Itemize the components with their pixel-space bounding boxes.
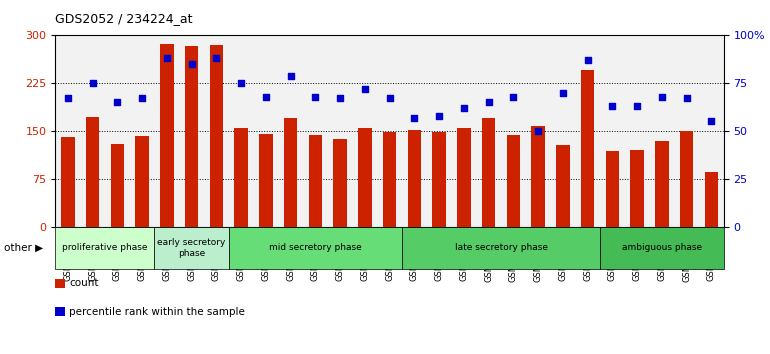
- Point: [433, 113, 445, 119]
- Bar: [85, 117, 99, 227]
- Text: early secretory
phase: early secretory phase: [157, 238, 226, 257]
- Point: [631, 103, 643, 109]
- Point: [86, 80, 99, 86]
- Bar: [55, 227, 155, 269]
- Bar: [229, 227, 402, 269]
- Bar: [383, 132, 397, 227]
- Text: GDS2052 / 234224_at: GDS2052 / 234224_at: [55, 12, 193, 25]
- Bar: [155, 227, 229, 269]
- Text: late secretory phase: late secretory phase: [454, 243, 547, 252]
- Point: [581, 57, 594, 63]
- Text: other ▶: other ▶: [4, 243, 43, 253]
- Point: [186, 61, 198, 67]
- Point: [681, 96, 693, 101]
- Bar: [655, 141, 668, 227]
- Text: count: count: [69, 278, 99, 288]
- Bar: [457, 128, 470, 227]
- Point: [310, 94, 322, 99]
- Bar: [358, 128, 372, 227]
- Bar: [234, 128, 248, 227]
- Bar: [284, 118, 297, 227]
- Text: ambiguous phase: ambiguous phase: [622, 243, 702, 252]
- Point: [705, 119, 718, 124]
- Bar: [631, 150, 644, 227]
- Text: percentile rank within the sample: percentile rank within the sample: [69, 307, 245, 316]
- Point: [606, 103, 618, 109]
- Bar: [531, 126, 545, 227]
- Bar: [309, 136, 322, 227]
- Point: [210, 56, 223, 61]
- Text: mid secretory phase: mid secretory phase: [269, 243, 362, 252]
- Bar: [507, 136, 521, 227]
- Point: [136, 96, 149, 101]
- Bar: [680, 131, 694, 227]
- Point: [235, 80, 247, 86]
- Bar: [185, 46, 199, 227]
- Bar: [333, 139, 347, 227]
- Text: proliferative phase: proliferative phase: [62, 243, 148, 252]
- Point: [408, 115, 420, 120]
- Point: [483, 99, 495, 105]
- Bar: [407, 130, 421, 227]
- Bar: [61, 137, 75, 227]
- Point: [457, 105, 470, 111]
- Bar: [556, 145, 570, 227]
- Bar: [581, 70, 594, 227]
- Bar: [432, 132, 446, 227]
- Point: [383, 96, 396, 101]
- Point: [656, 94, 668, 99]
- Point: [334, 96, 346, 101]
- Bar: [482, 118, 495, 227]
- Point: [284, 73, 296, 78]
- Point: [557, 90, 569, 96]
- Bar: [705, 172, 718, 227]
- Point: [532, 128, 544, 134]
- Point: [507, 94, 520, 99]
- Bar: [259, 134, 273, 227]
- Bar: [600, 227, 724, 269]
- Bar: [209, 45, 223, 227]
- Point: [62, 96, 74, 101]
- Point: [259, 94, 272, 99]
- Bar: [111, 144, 124, 227]
- Point: [111, 99, 123, 105]
- Bar: [402, 227, 600, 269]
- Bar: [160, 44, 174, 227]
- Point: [359, 86, 371, 92]
- Point: [161, 56, 173, 61]
- Bar: [605, 152, 619, 227]
- Bar: [136, 136, 149, 227]
